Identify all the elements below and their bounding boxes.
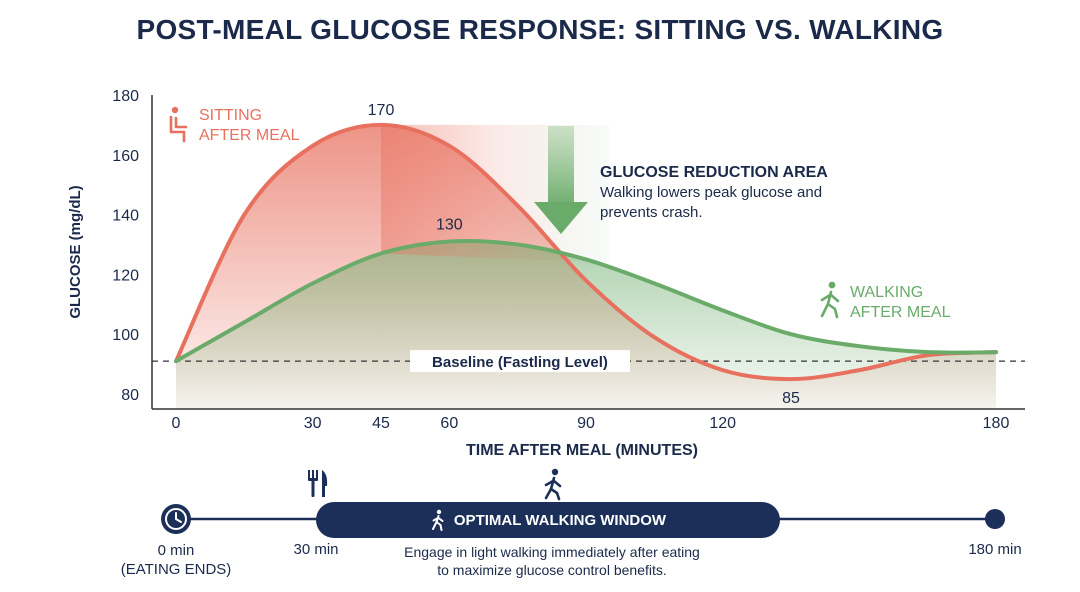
annotation-line-1: Walking lowers peak glucose and: [600, 184, 822, 201]
timeline-note: Engage in light walking immediately afte…: [352, 543, 752, 579]
walking-window-label: OPTIMAL WALKING WINDOW: [453, 511, 667, 529]
y-tick-label: 100: [112, 327, 139, 344]
timeline-start: 0 min (EATING ENDS): [96, 541, 256, 579]
x-tick-label: 90: [577, 415, 595, 432]
x-tick-label: 60: [440, 415, 458, 432]
fork-knife-icon: [308, 470, 328, 497]
data-label-walking-peak: 130: [436, 217, 463, 234]
y-axis-label: GLUCOSE (mg/dL): [67, 185, 84, 318]
x-tick-label: 0: [172, 415, 181, 432]
reduction-arrow: [534, 126, 588, 234]
timeline-note-line-1: Engage in light walking immediately afte…: [404, 544, 700, 560]
legend-sitting-line-1: SITTING: [199, 107, 262, 124]
annotation-heading: GLUCOSE REDUCTION AREA: [600, 164, 828, 181]
timeline-note-line-2: to maximize glucose control benefits.: [437, 562, 667, 578]
x-tick-label: 120: [709, 415, 736, 432]
series-line-sitting: [174, 122, 998, 382]
walker-icon: [544, 468, 562, 501]
timeline-end-label: 180 min: [968, 541, 1022, 558]
series-area-walking: [176, 240, 996, 409]
legend-sitting-line-2: AFTER MEAL: [199, 127, 300, 144]
data-label-sitting-peak: 170: [368, 102, 395, 119]
y-tick-label: 180: [112, 88, 139, 105]
timeline-start-label: 0 min: [157, 542, 195, 559]
timeline-end-dot: [985, 509, 1005, 529]
x-tick-label: 30: [304, 415, 322, 432]
y-tick-label: 160: [112, 148, 139, 165]
timeline-start-sublabel: (EATING ENDS): [120, 561, 232, 578]
legend-walking-line-1: WALKING: [850, 284, 923, 301]
y-tick-label: 140: [112, 208, 139, 225]
x-tick-label: 45: [372, 415, 390, 432]
x-tick-label: 180: [983, 415, 1010, 432]
y-tick-label: 80: [121, 387, 139, 404]
annotation-line-2: prevents crash.: [600, 204, 703, 221]
x-axis-label: TIME AFTER MEAL (MINUTES): [466, 442, 698, 459]
baseline-label: Baseline (Fastling Level): [432, 354, 608, 371]
sitting-icon: [169, 106, 188, 143]
y-tick-label: 120: [112, 267, 139, 284]
timeline-mid-label: 30 min: [293, 541, 339, 558]
clock-icon: [161, 504, 191, 534]
legend-walking-line-2: AFTER MEAL: [850, 304, 951, 321]
optimal-walking-window: OPTIMAL WALKING WINDOW: [316, 502, 780, 538]
walking-window-icon: [430, 509, 446, 531]
data-label-sitting-low: 85: [782, 390, 800, 407]
chart-title: POST-MEAL GLUCOSE RESPONSE: SITTING VS. …: [136, 14, 944, 45]
series-line-walking: [174, 238, 998, 364]
baseline-label-background: [410, 350, 630, 373]
walking-icon: [820, 281, 840, 319]
